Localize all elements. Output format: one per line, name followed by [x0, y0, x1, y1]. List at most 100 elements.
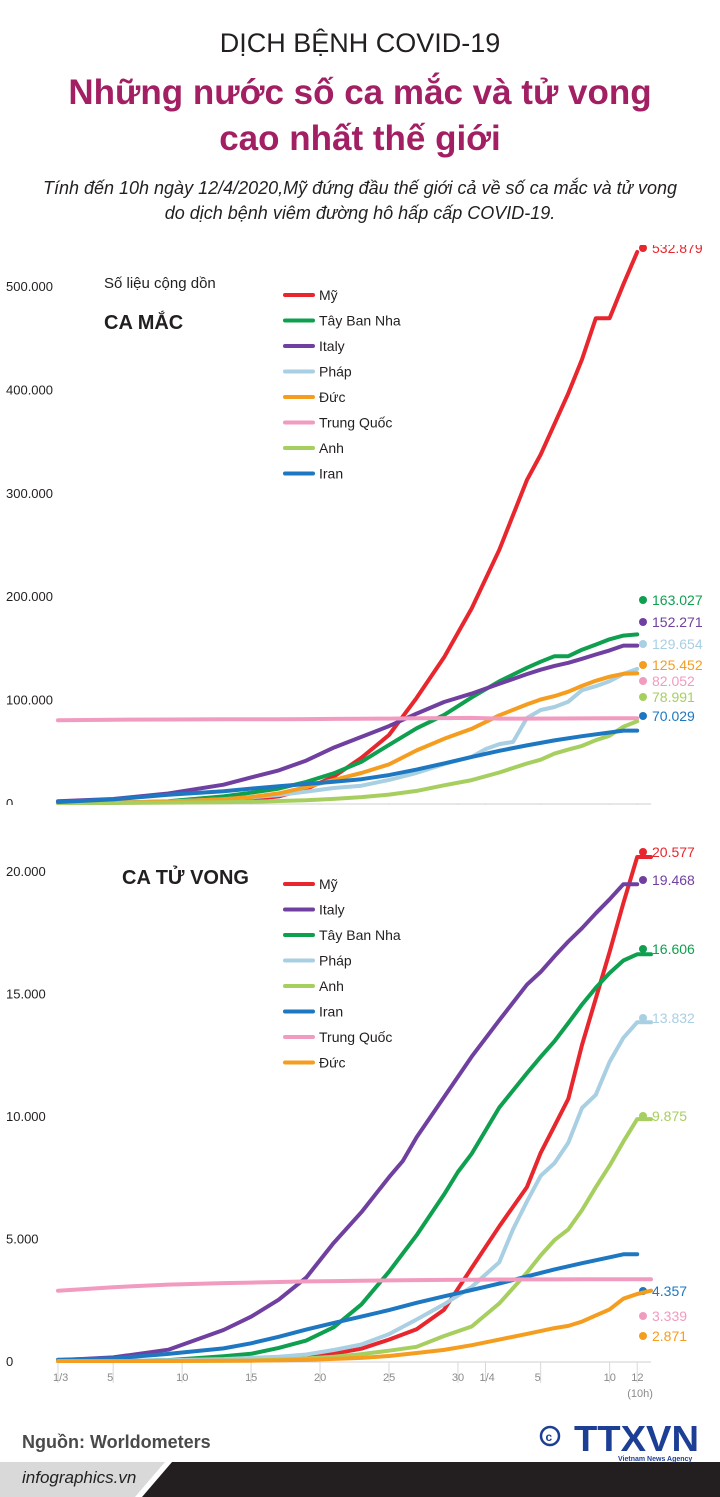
cases-end-marker: [639, 618, 647, 626]
deaths-x-tick-label: 30: [452, 1372, 464, 1384]
logo-wordmark: TTXVN: [574, 1418, 699, 1459]
cases-legend-label: Iran: [319, 466, 343, 482]
cases-end-marker: [639, 693, 647, 701]
deaths-series-line: [56, 1252, 640, 1362]
cases-end-marker: [639, 245, 647, 252]
deaths-chart: CA TỬ VONG 0 5.000 10.000 15.000 20.000 1/3 5 1…: [6, 844, 695, 1400]
page-title: Những nước số ca mắc và tử vong cao nhất…: [0, 70, 720, 162]
cases-y-tick-label: 200.000: [6, 589, 53, 604]
cases-y-tick-label: 400.000: [6, 382, 53, 397]
deaths-end-marker: [639, 1332, 647, 1340]
deaths-series-line: [56, 1020, 653, 1363]
deaths-x-tick-label: 1/3: [53, 1372, 68, 1384]
cases-chart-note: Số liệu cộng dồn: [104, 275, 216, 292]
deaths-legend-label: Anh: [319, 978, 344, 994]
deaths-value-label: 16.606: [652, 941, 695, 957]
deaths-legend-label: Trung Quốc: [319, 1029, 392, 1045]
cases-y-tick-label: 300.000: [6, 486, 53, 501]
cases-series-line: [56, 643, 640, 804]
cases-value-label: 152.271: [652, 614, 703, 630]
deaths-x-tick-label: 1/4: [480, 1372, 495, 1384]
deaths-x-tick-label: 5: [535, 1372, 541, 1384]
deaths-series-line: [56, 882, 640, 1363]
deaths-end-marker: [639, 848, 647, 856]
cases-legend-label: Đức: [319, 389, 345, 405]
copyright-icon: [539, 1425, 561, 1447]
page-subtitle-line-1: Tính đến 10h ngày 12/4/2020,Mỹ đứng đầu …: [42, 178, 678, 198]
deaths-x-tick-label: 12: [631, 1372, 643, 1384]
cases-end-marker: [639, 640, 647, 648]
footer-band-right: [142, 1462, 720, 1497]
cases-series-line: [56, 632, 640, 805]
page-subtitle: Tính đến 10h ngày 12/4/2020,Mỹ đứng đầu …: [0, 176, 720, 226]
cases-value-label: 163.027: [652, 592, 703, 608]
cases-value-label: 129.654: [652, 636, 703, 652]
cases-chart: CA MẮC Số liệu cộng dồn 0 100.000 200.000 3…: [6, 245, 703, 805]
site-url[interactable]: infographics.vn: [22, 1468, 137, 1487]
header-kicker: DỊCH BỆNH COVID-19: [219, 28, 501, 58]
deaths-end-marker: [639, 876, 647, 884]
cases-end-marker: [639, 712, 647, 720]
deaths-legend-label: Tây Ban Nha: [319, 927, 401, 943]
cases-series-line: [56, 719, 640, 805]
footer-band-left: [0, 1462, 165, 1497]
deaths-end-marker: [639, 1014, 647, 1022]
deaths-legend-label: Mỹ: [319, 876, 338, 892]
cases-value-label: 532.879: [652, 245, 703, 256]
deaths-value-label: 3.339: [652, 1308, 687, 1324]
deaths-value-label: 9.875: [652, 1108, 687, 1124]
cases-value-label: 78.991: [652, 689, 695, 705]
deaths-legend-label: Iran: [319, 1004, 343, 1020]
cases-end-marker: [639, 677, 647, 685]
ttxvn-logo: c TTXVN Vietnam News Agency: [539, 1418, 699, 1463]
cases-value-label: 82.052: [652, 673, 695, 689]
cases-end-marker: [639, 661, 647, 669]
cases-end-marker: [639, 596, 647, 604]
cases-legend-label: Trung Quốc: [319, 415, 392, 431]
deaths-x-tick-label: 20: [314, 1372, 326, 1384]
deaths-x-tick-label: 15: [245, 1372, 257, 1384]
deaths-end-marker: [639, 1112, 647, 1120]
cases-legend-label: Mỹ: [319, 287, 338, 303]
cases-y-tick-label: 100.000: [6, 693, 53, 708]
deaths-y-tick-label: 5.000: [6, 1232, 39, 1247]
cases-series-line: [56, 715, 640, 723]
deaths-y-tick-label: 15.000: [6, 987, 46, 1002]
deaths-legend-label: Đức: [319, 1055, 345, 1071]
cases-y-tick-label: 500.000: [6, 279, 53, 294]
deaths-legend-label: Italy: [319, 902, 345, 918]
cases-series-line: [56, 666, 640, 805]
source-credit: Nguồn: Worldometers: [22, 1432, 211, 1452]
cases-legend-label: Tây Ban Nha: [319, 313, 401, 329]
cases-value-label: 70.029: [652, 708, 695, 724]
deaths-legend-label: Pháp: [319, 953, 352, 969]
cases-y-tick-label: 0: [6, 796, 13, 805]
cases-chart-title: CA MẮC: [104, 310, 183, 334]
page-title-line-1: Những nước số ca mắc và tử vong: [68, 73, 652, 112]
deaths-series-line: [56, 952, 653, 1363]
deaths-x-tick-label: 25: [383, 1372, 395, 1384]
cases-legend-label: Italy: [319, 338, 345, 354]
deaths-value-label: 2.871: [652, 1328, 687, 1344]
deaths-y-tick-label: 10.000: [6, 1109, 46, 1124]
deaths-x-tick-label: (10h): [627, 1388, 653, 1400]
deaths-y-tick-label: 20.000: [6, 864, 46, 879]
deaths-value-label: 4.357: [652, 1283, 687, 1299]
deaths-end-marker: [639, 1312, 647, 1320]
deaths-y-tick-label: 0: [6, 1354, 13, 1369]
deaths-chart-title: CA TỬ VONG: [122, 865, 249, 889]
cases-legend-label: Anh: [319, 440, 344, 456]
deaths-end-marker: [639, 945, 647, 953]
deaths-x-tick-label: 5: [107, 1372, 113, 1384]
cases-series-line: [56, 671, 640, 805]
logo-subtitle: Vietnam News Agency: [618, 1456, 692, 1463]
page-subtitle-line-2: do dịch bệnh viêm đường hô hấp cấp COVID…: [164, 203, 556, 223]
deaths-value-label: 13.832: [652, 1010, 695, 1026]
cases-legend-label: Pháp: [319, 364, 352, 380]
deaths-value-label: 20.577: [652, 844, 695, 860]
deaths-x-tick-label: 10: [176, 1372, 188, 1384]
deaths-value-label: 19.468: [652, 872, 695, 888]
footer-band: [0, 1462, 720, 1497]
page-title-line-2: cao nhất thế giới: [219, 119, 501, 158]
deaths-x-tick-label: 10: [604, 1372, 616, 1384]
